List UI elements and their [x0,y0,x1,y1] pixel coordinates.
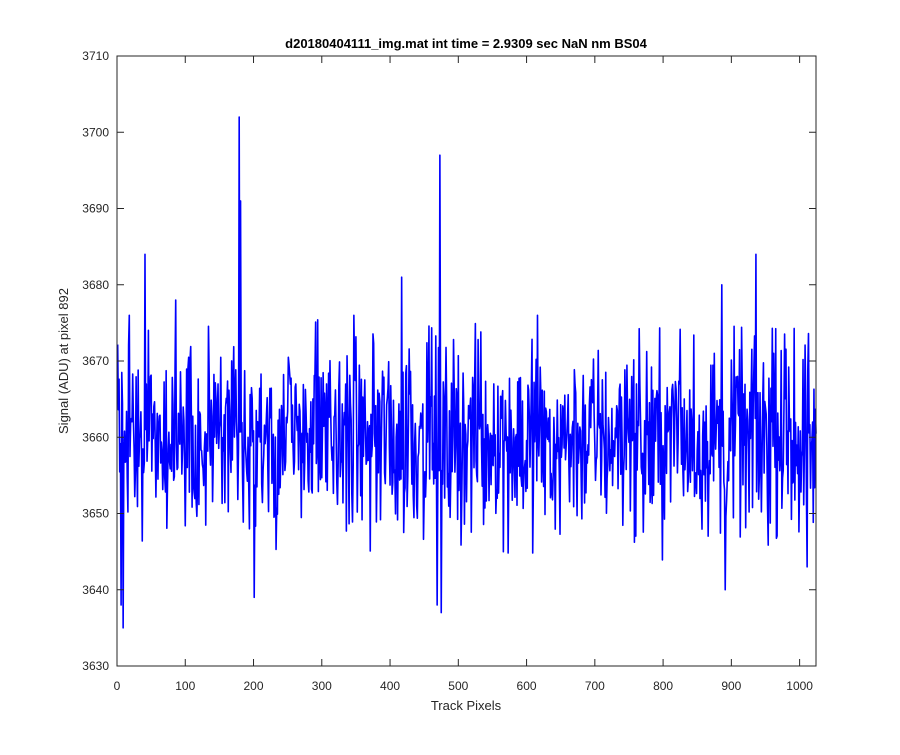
chart-title: d20180404111_img.mat int time = 2.9309 s… [285,36,647,51]
series-line [116,116,817,629]
y-tick-label: 3640 [82,583,109,597]
x-tick-label: 900 [721,679,741,693]
x-tick-label: 0 [114,679,121,693]
y-tick-label: 3660 [82,430,109,444]
series-layer [116,116,817,629]
plot-area [117,56,816,666]
x-tick-label: 200 [244,679,264,693]
y-tick-label: 3710 [82,49,109,63]
y-axis-title: Signal (ADU) at pixel 892 [56,288,71,434]
x-tick-label: 500 [448,679,468,693]
x-tick-label: 600 [517,679,537,693]
y-tick-label: 3670 [82,354,109,368]
axes-layer: 0 100 200 300 400 500 600 700 800 900 1000 3630 3640… [82,49,817,693]
x-axis-title: Track Pixels [431,698,502,713]
y-tick-label: 3680 [82,278,109,292]
y-tick-label: 3630 [82,659,109,673]
x-tick-label: 700 [585,679,605,693]
plot-background [117,56,816,666]
y-tick-label: 3650 [82,507,109,521]
x-tick-label: 300 [312,679,332,693]
x-tick-label: 800 [653,679,673,693]
x-tick-label: 1000 [786,679,813,693]
x-tick-label: 400 [380,679,400,693]
y-tick-label: 3700 [82,125,109,139]
y-tick-label: 3690 [82,202,109,216]
x-tick-label: 100 [175,679,195,693]
